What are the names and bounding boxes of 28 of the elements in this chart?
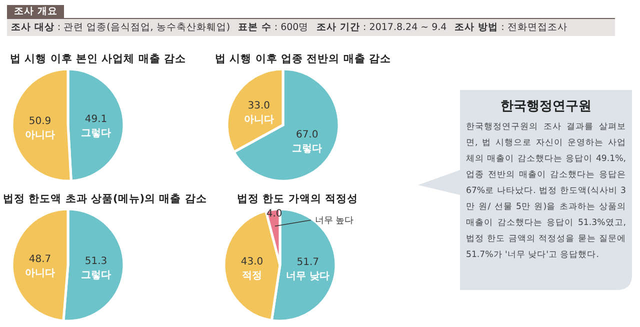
data-label: 43.0	[240, 256, 264, 268]
slice-label: 그렇다	[80, 270, 111, 282]
data-label: 67.0	[296, 129, 318, 140]
data-label: 48.7	[28, 254, 52, 265]
slice-label: 너무 낮다	[286, 271, 330, 282]
text: 조사 개요	[7, 5, 64, 19]
data-label: 33.0	[248, 100, 270, 112]
text: 조사 대상 : 관련 업종(음식점업, 농수축산화훼업)	[11, 22, 230, 33]
chart-title: 법 시행 이후 본인 사업체 매출 감소	[10, 53, 186, 65]
slice-label: 너무 높다	[314, 216, 354, 226]
slice-label: 아니다	[25, 268, 56, 279]
slice-label: 아니다	[244, 114, 274, 126]
text: 조사 기간 : 2017.8.24 ~ 9.4	[316, 22, 447, 33]
slice-label: 아니다	[25, 130, 56, 141]
data-label: 49.1	[84, 114, 108, 126]
text: 조사 방법 : 전화면접조사	[454, 22, 568, 33]
chart-title: 법정 한도 가액의 적정성	[237, 193, 358, 205]
chart-title: 법정 한도액 초과 상품(메뉴)의 매출 감소	[3, 193, 207, 205]
data-label: 51.3	[84, 256, 108, 268]
slice-label: 그렇다	[80, 128, 111, 140]
data-label: 50.9	[28, 116, 52, 127]
text: 한국행정연구원의 조사 결과를 살펴보면, 법 시행으로 자신이 운영하는 사업체의 매출이 감소했다는 응답이 49.1%, 업종 전반의 매출이 감소했다는 응답은 67%로 나타났다. 법정 한도액(식사비 3만 원/ 선물 5만 원)을 초과하는 상품의 매출이 감소했다는 응답이 51.3%였고, 법정 한도 금액의 적정성을 묻는 질문에 51.7%가 '너무 낮다'고 응답했다.	[466, 122, 626, 260]
data-label: 51.7	[296, 257, 320, 268]
slice-label: 그렇다	[292, 143, 322, 154]
text: 한국행정연구원	[500, 98, 592, 115]
chart-title: 법 시행 이후 업종 전반의 매출 감소	[215, 53, 391, 65]
slice-label: 적정	[242, 270, 262, 282]
text: 표본 수 : 600명	[238, 22, 309, 33]
